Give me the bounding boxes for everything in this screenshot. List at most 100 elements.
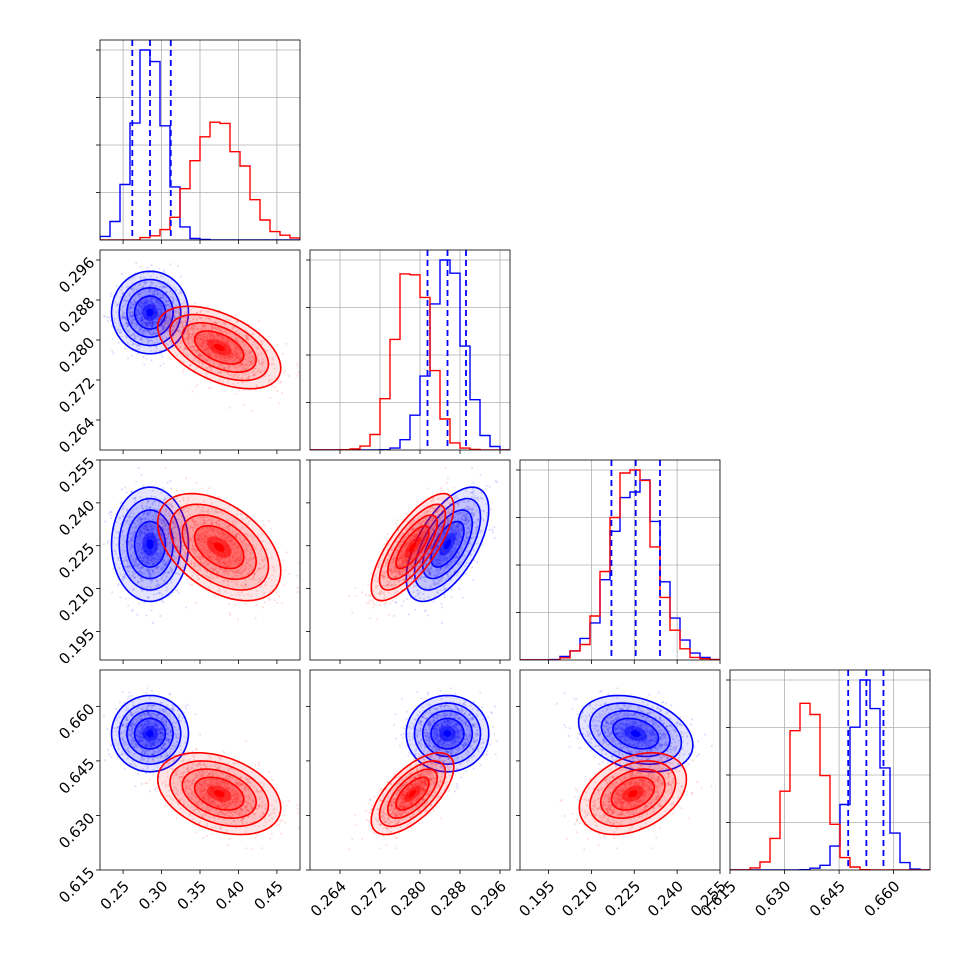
y-tick-label: 0.225: [55, 539, 98, 582]
panel-2-2: [516, 459, 721, 664]
contour-line: [430, 717, 465, 750]
x-tick-label: 0.630: [751, 877, 794, 920]
contour-line: [395, 524, 430, 570]
x-tick-label: 0.296: [467, 877, 510, 920]
contour-line: [181, 768, 258, 820]
contour-line: [110, 694, 190, 773]
contour-line: [126, 509, 174, 580]
y-tick-label: 0.660: [55, 700, 98, 743]
panel-2-0: [96, 459, 301, 664]
y-tick-label: 0.645: [55, 755, 98, 798]
contour-line: [405, 694, 490, 773]
panel-3-1: [306, 669, 511, 874]
x-tick-label: 0.195: [515, 877, 558, 920]
density-peak: [443, 539, 452, 550]
histogram-series-0: [100, 49, 300, 240]
contour-line: [405, 486, 490, 603]
contour-line: [610, 776, 656, 811]
y-tick-label: 0.630: [55, 809, 98, 852]
density-peak: [146, 539, 154, 550]
contour-line: [118, 702, 182, 766]
contour-line: [118, 497, 182, 591]
y-tick-label: 0.255: [55, 454, 98, 497]
density-peak: [408, 790, 417, 798]
contour-line: [118, 278, 182, 347]
density-peak: [408, 542, 417, 552]
contour-line: [421, 709, 474, 758]
x-tick-label: 0.288: [427, 877, 470, 920]
x-tick-label: 0.225: [601, 877, 644, 920]
x-tick-label: 0.40: [212, 877, 248, 913]
contour-line: [181, 322, 258, 373]
histogram-series-0: [310, 259, 510, 450]
panel-3-3: [726, 669, 931, 874]
contour-line: [599, 768, 666, 820]
density-peak: [213, 343, 225, 352]
x-tick-label: 0.280: [387, 877, 430, 920]
contour-line: [126, 709, 174, 758]
x-tick-label: 0.30: [135, 877, 171, 913]
y-tick-label: 0.240: [55, 496, 98, 539]
contour-line: [378, 760, 447, 828]
contour-line: [110, 486, 190, 603]
contour-line: [395, 776, 430, 811]
y-tick-label: 0.615: [55, 864, 98, 907]
contour-line: [413, 497, 482, 591]
histogram-series-0: [730, 679, 930, 870]
x-tick-label: 0.240: [644, 877, 687, 920]
panel-frame: [309, 249, 511, 451]
contour-line: [169, 760, 270, 828]
histogram-series-1: [310, 273, 510, 450]
panel-0-0: [96, 39, 301, 244]
density-peak: [213, 790, 225, 798]
contour-line: [193, 776, 245, 811]
contour-line: [413, 702, 482, 766]
y-tick-label: 0.280: [55, 334, 98, 377]
density-peak: [146, 308, 154, 317]
panel-frame: [729, 669, 931, 871]
contour-line: [577, 694, 694, 773]
contour-line: [430, 520, 465, 568]
contour-line: [156, 305, 282, 390]
x-tick-label: 0.25: [97, 877, 133, 913]
panel-3-0: [96, 669, 301, 874]
y-tick-label: 0.296: [55, 254, 98, 297]
x-tick-label: 0.645: [806, 877, 849, 920]
contour-line: [126, 286, 174, 339]
y-tick-label: 0.264: [55, 414, 98, 457]
y-tick-label: 0.288: [55, 294, 98, 337]
panel-frame: [519, 669, 721, 871]
histogram-series-1: [730, 702, 930, 870]
contour-line: [193, 330, 245, 365]
contour-line: [181, 514, 258, 581]
contour-line: [110, 270, 190, 355]
contour-line: [612, 717, 660, 750]
histogram-series-1: [520, 469, 720, 660]
contour-line: [169, 503, 270, 591]
panel-3-2: [516, 669, 721, 874]
y-tick-label: 0.272: [55, 374, 98, 417]
x-tick-label: 0.272: [347, 877, 390, 920]
contour-line: [193, 524, 245, 570]
y-tick-label: 0.195: [55, 625, 98, 668]
x-tick-label: 0.660: [860, 877, 903, 920]
histogram-series-1: [100, 121, 300, 240]
x-tick-label: 0.264: [307, 877, 350, 920]
scatter-series-1: [141, 736, 300, 851]
density-peak: [146, 730, 154, 737]
contour-line: [386, 768, 439, 820]
panel-1-1: [306, 249, 511, 454]
contour-line: [133, 717, 167, 750]
density-peak: [213, 542, 225, 552]
density-peak: [630, 730, 641, 737]
panel-frame: [309, 459, 511, 661]
x-tick-label: 0.35: [174, 877, 210, 913]
panel-frame: [519, 459, 721, 661]
panel-frame: [309, 669, 511, 871]
contour-line: [600, 709, 671, 758]
x-tick-label: 0.45: [250, 877, 286, 913]
panel-2-1: [306, 459, 511, 664]
y-tick-label: 0.210: [55, 582, 98, 625]
x-tick-label: 0.210: [558, 877, 601, 920]
